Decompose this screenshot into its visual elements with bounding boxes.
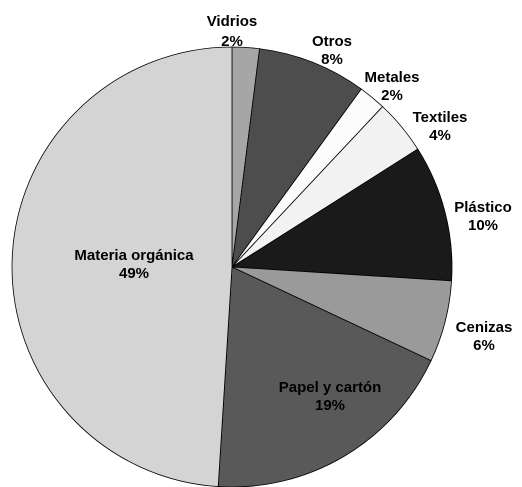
slice-value-label: 49% xyxy=(119,265,149,282)
slice-label: Textiles xyxy=(413,109,468,126)
slice-label: Plástico xyxy=(454,199,512,216)
slice-label: Materia orgánica xyxy=(74,247,194,264)
slice-value-label: 10% xyxy=(468,217,498,234)
slice-label: Metales xyxy=(364,69,419,86)
slice-value-label: 6% xyxy=(473,337,495,354)
slice-value-label: 4% xyxy=(429,127,451,144)
slice-label: Otros xyxy=(312,33,352,50)
pie-slice xyxy=(230,148,453,282)
pie-slice xyxy=(231,48,362,268)
pie-slice xyxy=(217,266,432,487)
slice-label: Vidrios xyxy=(207,13,258,30)
pie-slice xyxy=(11,46,233,487)
slice-value-label: 2% xyxy=(381,87,403,104)
slice-value-label: 2% xyxy=(221,33,243,50)
slice-value-label: 19% xyxy=(315,397,345,414)
slice-label: Cenizas xyxy=(456,319,513,336)
slice-value-label: 8% xyxy=(321,51,343,68)
slice-label: Papel y cartón xyxy=(279,379,382,396)
